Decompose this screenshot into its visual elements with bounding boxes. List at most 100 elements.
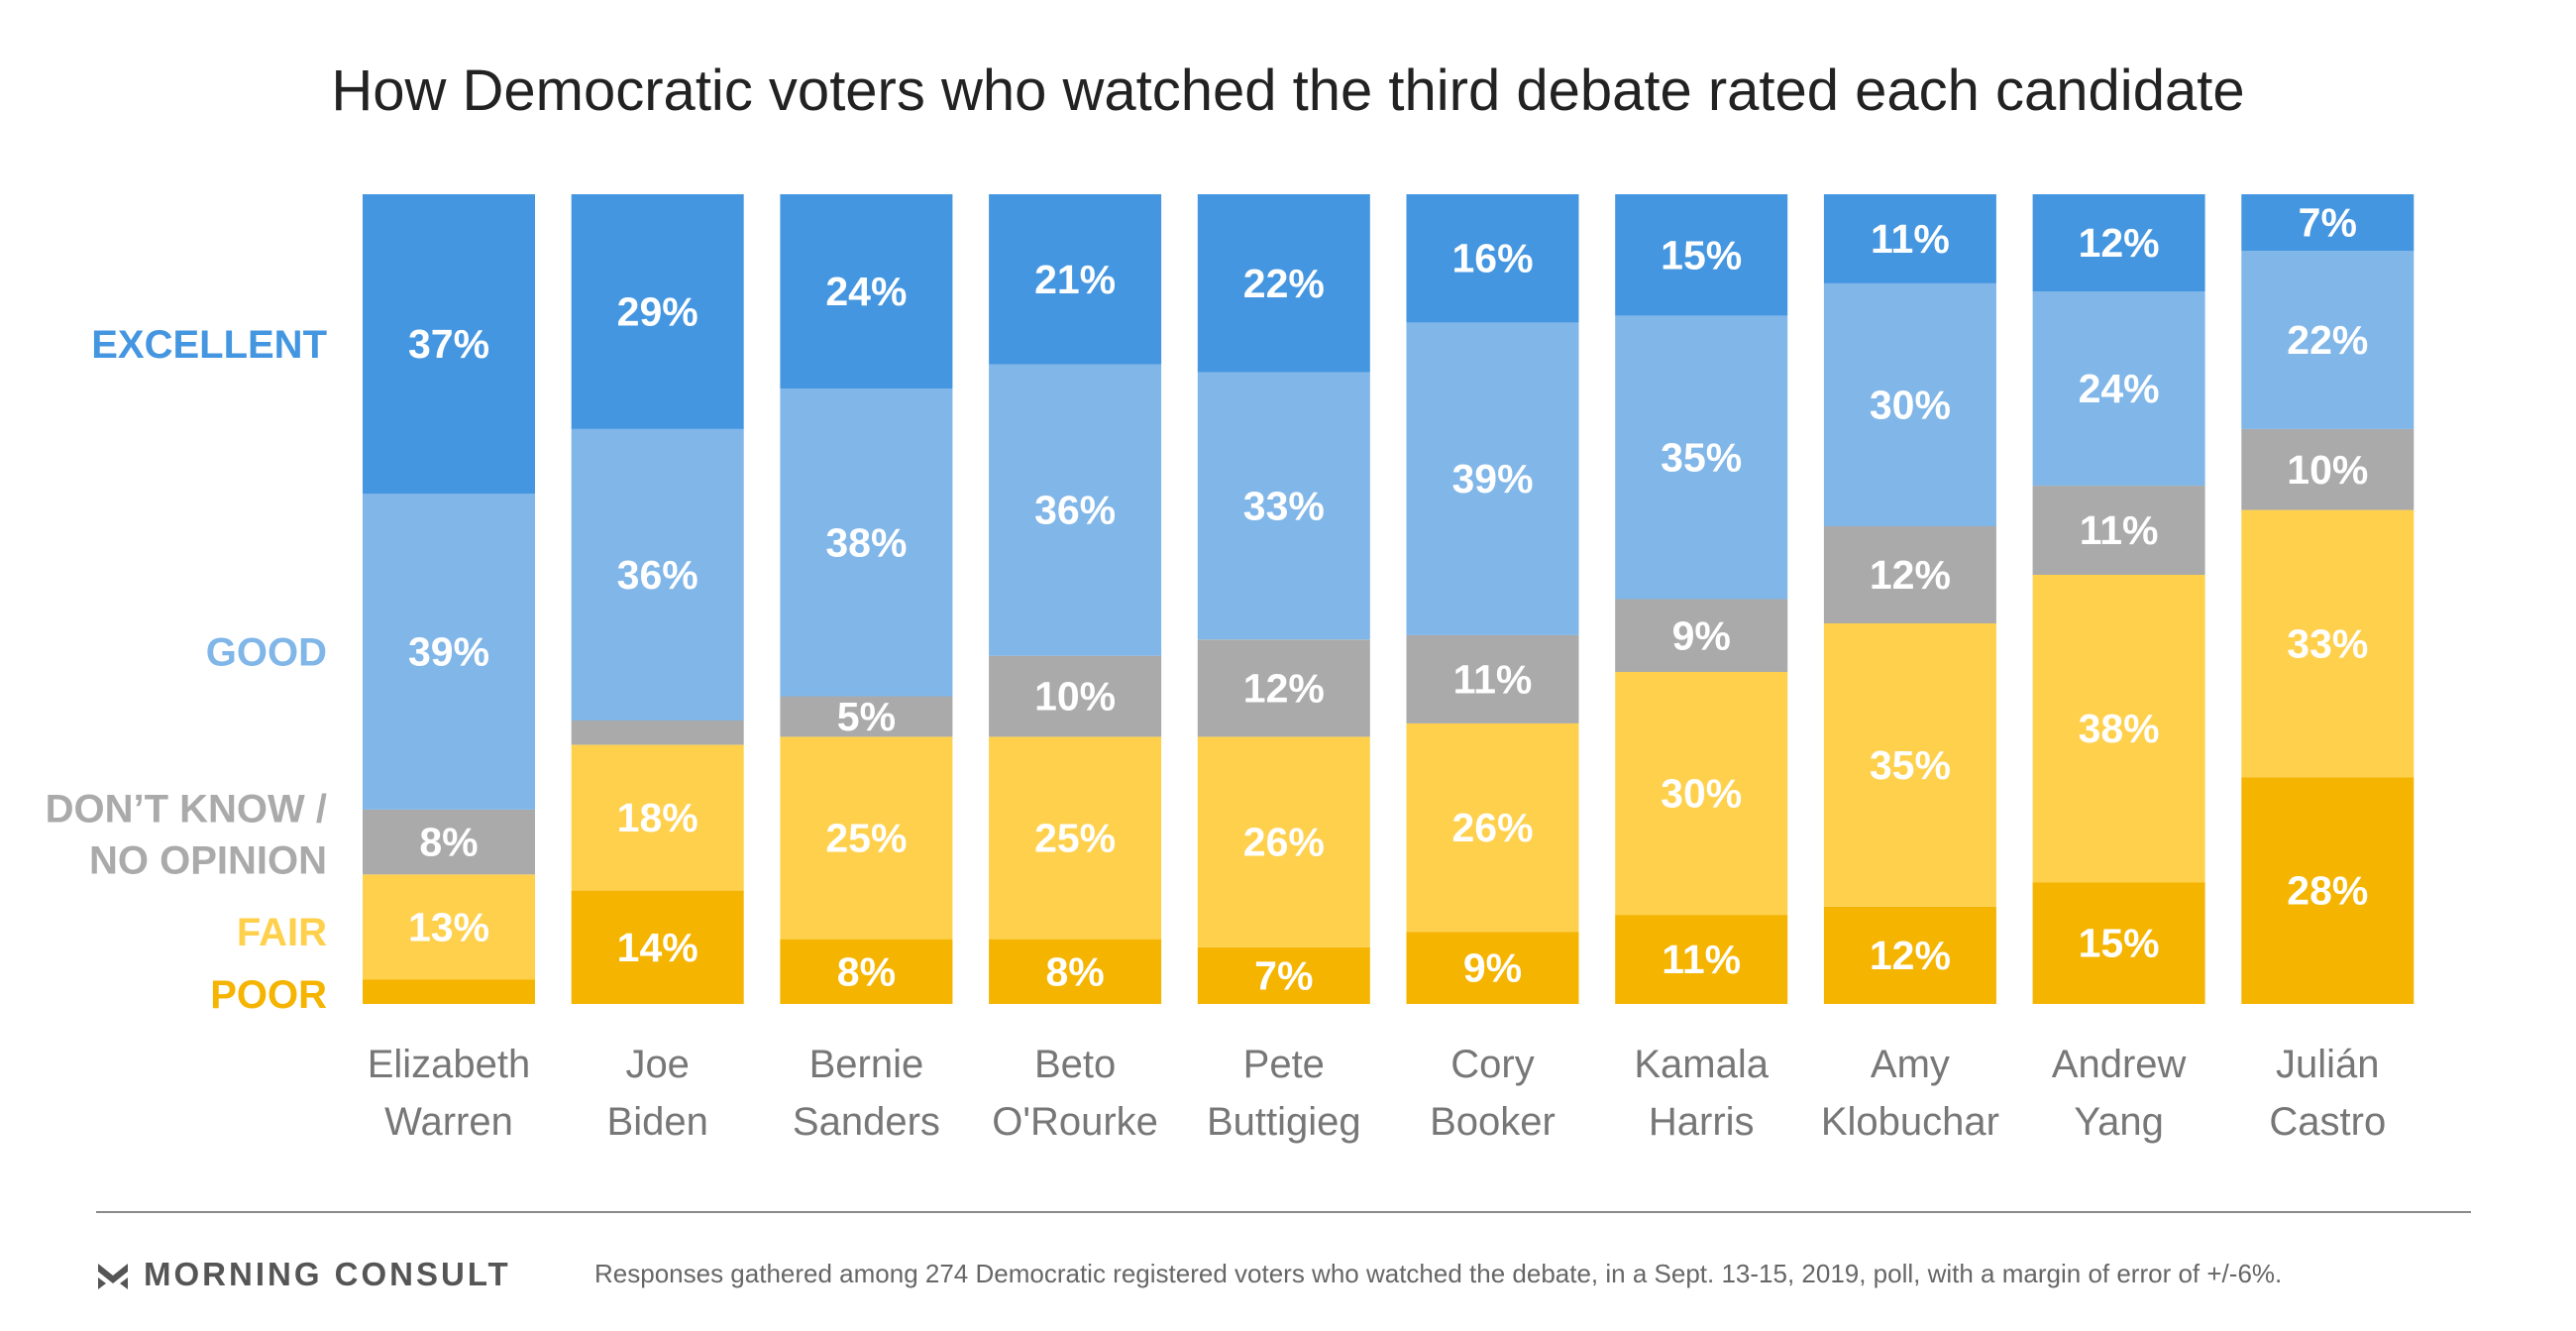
bar-segment-poor bbox=[1197, 946, 1370, 1004]
legend-label-good: GOOD bbox=[206, 631, 327, 675]
legend-label-line: POOR bbox=[210, 973, 327, 1017]
bar-segment-excellent bbox=[780, 194, 953, 389]
bar-segment-poor bbox=[1406, 932, 1579, 1004]
category-label-line: Pete bbox=[1243, 1043, 1325, 1086]
value-label: 24% bbox=[825, 269, 907, 314]
bar-segment-dont_know bbox=[2032, 486, 2205, 575]
bar-segment-good bbox=[1823, 282, 1996, 526]
bar-segment-dont_know bbox=[1823, 526, 1996, 623]
value-label: 24% bbox=[2079, 366, 2160, 411]
value-label: 12% bbox=[1870, 552, 1951, 598]
category-label-line: Harris bbox=[1649, 1100, 1755, 1144]
bar-segment-excellent bbox=[2241, 194, 2415, 252]
category-label: Beto O'Rourke bbox=[992, 1043, 1158, 1144]
bar-segment-excellent bbox=[1823, 194, 1996, 283]
bar-segment-poor bbox=[2032, 882, 2205, 1004]
value-label: 25% bbox=[825, 816, 907, 861]
category-label-line: Julián bbox=[2276, 1043, 2380, 1086]
category-label-line: Joe bbox=[625, 1043, 690, 1086]
value-label: 33% bbox=[1243, 484, 1325, 529]
category-label: Elizabeth Warren bbox=[368, 1043, 531, 1144]
bar-segment-poor bbox=[363, 979, 535, 1004]
legend-label-line: GOOD bbox=[206, 631, 327, 675]
category-label-line: Warren bbox=[384, 1100, 513, 1144]
legend-layer: POOR FAIR DON’T KNOW / NO OPINION GOOD EXCELL… bbox=[46, 323, 328, 1017]
bar-segment-fair bbox=[989, 736, 1162, 940]
value-label: 10% bbox=[1034, 674, 1116, 720]
value-label: 11% bbox=[1871, 216, 1950, 262]
bar-segment-excellent bbox=[571, 194, 744, 429]
bar-segment-fair bbox=[1615, 672, 1788, 916]
category-label: Andrew Yang bbox=[2052, 1043, 2187, 1144]
bar-segment-poor bbox=[989, 939, 1162, 1004]
value-label: 36% bbox=[617, 552, 698, 598]
category-label-line: Klobuchar bbox=[1821, 1100, 1999, 1144]
bar-segment-good bbox=[363, 494, 535, 810]
value-label: 8% bbox=[837, 948, 896, 994]
value-label: 7% bbox=[1254, 952, 1313, 998]
value-label: 15% bbox=[1661, 232, 1742, 277]
category-label-line: Bernie bbox=[809, 1043, 924, 1086]
value-label: 26% bbox=[1243, 820, 1325, 865]
bar-segment-dont_know bbox=[989, 655, 1162, 737]
bar-segment-dont_know bbox=[571, 721, 744, 745]
value-label: 38% bbox=[825, 519, 907, 565]
bar-segment-fair bbox=[1197, 736, 1370, 947]
value-label: 30% bbox=[1661, 771, 1742, 817]
category-label: Joe Biden bbox=[607, 1043, 708, 1144]
category-label: Bernie Sanders bbox=[793, 1043, 940, 1144]
category-label-line: Amy bbox=[1871, 1043, 1950, 1086]
value-label: 18% bbox=[617, 795, 698, 840]
bar-segment-excellent bbox=[1197, 194, 1370, 373]
value-label: 9% bbox=[1672, 612, 1731, 658]
legend-label-excellent: EXCELLENT bbox=[91, 323, 327, 367]
category-label-line: Yang bbox=[2074, 1100, 2163, 1144]
value-label: 12% bbox=[2079, 220, 2160, 266]
bar-segment-good bbox=[2032, 291, 2205, 487]
value-label: 11% bbox=[2080, 507, 2159, 553]
chart-title: How Democratic voters who watched the th… bbox=[331, 58, 2245, 123]
value-label: 10% bbox=[2287, 447, 2368, 493]
bar-segment-fair bbox=[571, 744, 744, 891]
footnote: Responses gathered among 274 Democratic … bbox=[594, 1259, 2283, 1288]
bar-segment-fair bbox=[1406, 722, 1579, 933]
category-label-line: Andrew bbox=[2052, 1043, 2187, 1086]
bar-segment-excellent bbox=[1406, 194, 1579, 323]
value-label: 38% bbox=[2079, 706, 2160, 751]
value-label: 12% bbox=[1870, 933, 1951, 978]
value-label: 36% bbox=[1034, 488, 1116, 533]
legend-label-dont-know: DON’T KNOW / NO OPINION bbox=[46, 788, 327, 883]
bar-segment-good bbox=[571, 428, 744, 721]
bar-segment-dont_know bbox=[2241, 428, 2415, 510]
category-label: Julián Castro bbox=[2269, 1043, 2386, 1144]
legend-label-line: FAIR bbox=[237, 911, 327, 954]
brand: MORNING CONSULT bbox=[96, 1255, 511, 1294]
bar-segment-excellent bbox=[363, 194, 535, 495]
value-label: 8% bbox=[419, 820, 478, 865]
bar-segment-fair bbox=[2032, 575, 2205, 883]
footer-divider bbox=[96, 1211, 2471, 1213]
value-label: 29% bbox=[617, 289, 698, 335]
value-label: 26% bbox=[1451, 805, 1533, 850]
bar-segment-fair bbox=[1823, 623, 1996, 907]
category-label-line: Sanders bbox=[793, 1100, 940, 1144]
bar-segment-good bbox=[1615, 315, 1788, 600]
category-label-line: Elizabeth bbox=[368, 1043, 531, 1086]
bar-segment-poor bbox=[571, 890, 744, 1004]
bar-segment-good bbox=[2241, 251, 2415, 429]
value-labels-layer: 13% 8% 39% 37% 14% 18% 36% 29% 8% 25% 5% 38% 24% 8% 25… bbox=[408, 200, 2368, 999]
value-label: 13% bbox=[408, 904, 489, 949]
value-label: 16% bbox=[1451, 236, 1533, 281]
category-label-line: O'Rourke bbox=[992, 1100, 1158, 1144]
value-label: 9% bbox=[1463, 945, 1522, 991]
bar-segment-fair bbox=[2241, 509, 2415, 778]
value-label: 35% bbox=[1661, 435, 1742, 481]
category-label-line: Biden bbox=[607, 1100, 708, 1144]
brand-name: MORNING CONSULT bbox=[144, 1256, 511, 1292]
value-label: 37% bbox=[408, 321, 489, 367]
value-label: 33% bbox=[2287, 620, 2368, 666]
value-label: 21% bbox=[1034, 257, 1116, 302]
category-label: Amy Klobuchar bbox=[1821, 1043, 1999, 1144]
category-label: Cory Booker bbox=[1430, 1043, 1556, 1144]
